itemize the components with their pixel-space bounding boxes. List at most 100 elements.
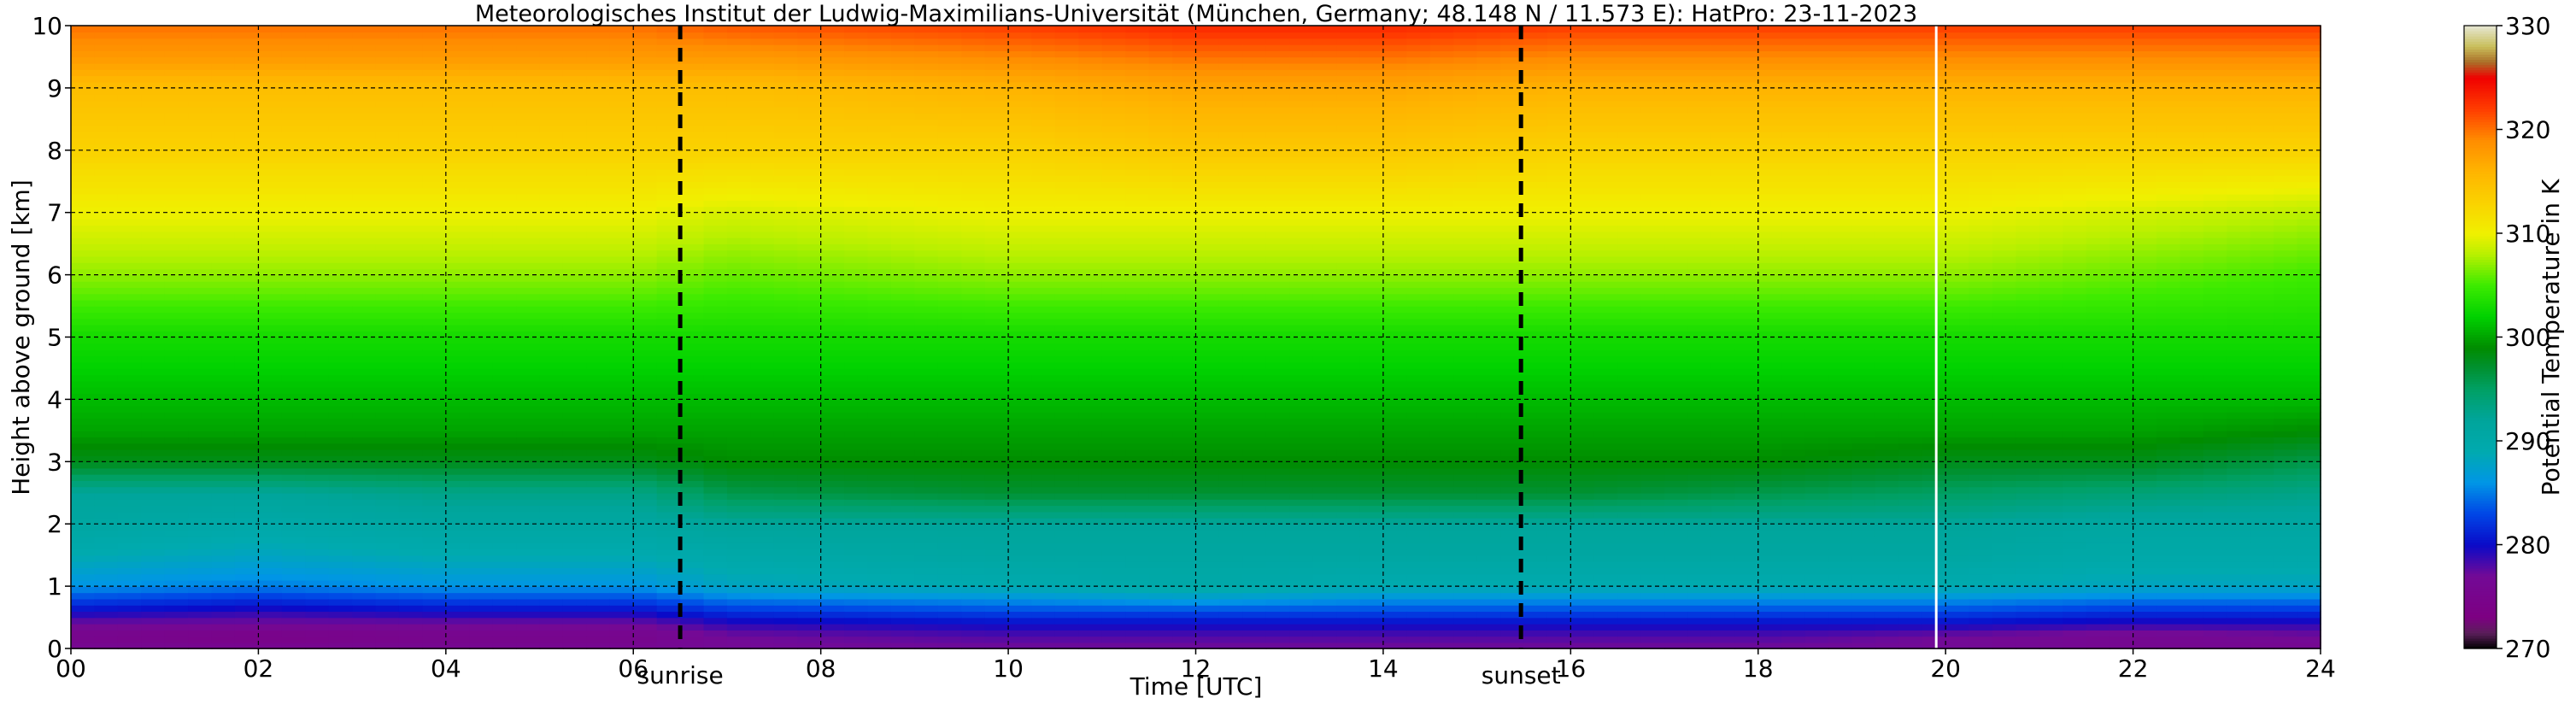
heatmap-cell: [539, 69, 564, 77]
heatmap-cell: [328, 181, 353, 189]
heatmap-cell: [71, 274, 96, 282]
heatmap-cell: [961, 249, 986, 257]
heatmap-cell: [890, 492, 916, 500]
heatmap-cell: [609, 50, 635, 58]
heatmap-cell: [117, 554, 143, 562]
heatmap-cell: [1195, 636, 1220, 643]
heatmap-cell: [234, 162, 260, 170]
heatmap-cell: [211, 94, 236, 102]
heatmap-cell: [375, 268, 400, 276]
heatmap-cell: [258, 386, 283, 394]
heatmap-cell: [211, 87, 236, 95]
heatmap-cell: [328, 573, 353, 581]
heatmap-cell: [937, 168, 963, 176]
heatmap-cell: [352, 636, 377, 643]
heatmap-cell: [141, 636, 166, 643]
heatmap-cell: [328, 549, 353, 556]
heatmap-cell: [1148, 623, 1173, 631]
heatmap-cell: [609, 113, 635, 120]
heatmap-cell: [703, 212, 728, 220]
heatmap-cell: [1172, 449, 1197, 456]
heatmap-cell: [1054, 455, 1080, 463]
heatmap-cell: [726, 237, 752, 244]
heatmap-cell: [1172, 26, 1197, 33]
heatmap-cell: [820, 530, 845, 537]
heatmap-cell: [562, 225, 588, 232]
heatmap-cell: [656, 411, 681, 419]
heatmap-cell: [961, 206, 986, 214]
heatmap-cell: [1218, 517, 1244, 525]
heatmap-cell: [562, 560, 588, 569]
heatmap-cell: [492, 579, 517, 587]
heatmap-cell: [680, 318, 705, 326]
heatmap-cell: [516, 268, 541, 276]
heatmap-cell: [609, 206, 635, 214]
heatmap-cell: [1125, 567, 1150, 575]
heatmap-cell: [352, 187, 377, 195]
heatmap-cell: [422, 449, 447, 456]
heatmap-cell: [656, 424, 681, 431]
heatmap-cell: [937, 293, 963, 301]
heatmap-cell: [328, 131, 353, 139]
heatmap-cell: [1148, 324, 1173, 332]
heatmap-cell: [680, 299, 705, 307]
heatmap-cell: [352, 150, 377, 157]
heatmap-cell: [1148, 306, 1173, 314]
heatmap-cell: [773, 26, 799, 33]
heatmap-cell: [188, 125, 213, 132]
heatmap-cell: [797, 331, 822, 338]
heatmap-cell: [586, 113, 611, 120]
heatmap-cell: [117, 156, 143, 164]
heatmap-cell: [211, 156, 236, 164]
heatmap-cell: [773, 255, 799, 263]
heatmap-cell: [422, 225, 447, 232]
heatmap-cell: [117, 293, 143, 301]
heatmap-cell: [281, 324, 307, 332]
heatmap-cell: [1195, 243, 1220, 251]
heatmap-cell: [1172, 598, 1197, 606]
heatmap-cell: [328, 592, 353, 600]
heatmap-cell: [1031, 200, 1056, 208]
heatmap-cell: [586, 174, 611, 183]
heatmap-cell: [469, 81, 494, 89]
heatmap-cell: [1172, 560, 1197, 569]
heatmap-cell: [469, 94, 494, 102]
heatmap-cell: [1125, 505, 1150, 513]
heatmap-cell: [586, 337, 611, 344]
heatmap-cell: [562, 424, 588, 431]
heatmap-cell: [1101, 138, 1127, 145]
heatmap-cell: [1172, 174, 1197, 183]
heatmap-cell: [1008, 44, 1033, 51]
heatmap-cell: [1031, 168, 1056, 176]
heatmap-cell: [1148, 255, 1173, 263]
heatmap-cell: [492, 62, 517, 70]
heatmap-cell: [469, 75, 494, 83]
heatmap-cell: [188, 361, 213, 369]
heatmap-cell: [516, 324, 541, 332]
heatmap-cell: [820, 393, 845, 401]
heatmap-cell: [1218, 168, 1244, 176]
heatmap-cell: [797, 306, 822, 314]
heatmap-cell: [328, 486, 353, 494]
heatmap-cell: [1101, 187, 1127, 195]
heatmap-cell: [539, 380, 564, 388]
heatmap-cell: [305, 81, 330, 89]
heatmap-cell: [94, 255, 119, 263]
heatmap-cell: [726, 480, 752, 488]
heatmap-cell: [703, 200, 728, 208]
heatmap-cell: [844, 505, 869, 513]
heatmap-cell: [164, 511, 189, 519]
heatmap-cell: [797, 144, 822, 151]
heatmap-cell: [726, 374, 752, 382]
heatmap-cell: [703, 543, 728, 550]
heatmap-cell: [844, 106, 869, 114]
heatmap-cell: [234, 399, 260, 407]
heatmap-cell: [1054, 38, 1080, 45]
heatmap-cell: [492, 636, 517, 643]
heatmap-cell: [703, 156, 728, 164]
heatmap-cell: [445, 579, 471, 587]
heatmap-cell: [984, 87, 1009, 95]
heatmap-cell: [164, 611, 189, 619]
heatmap-cell: [422, 212, 447, 220]
heatmap-cell: [94, 125, 119, 132]
